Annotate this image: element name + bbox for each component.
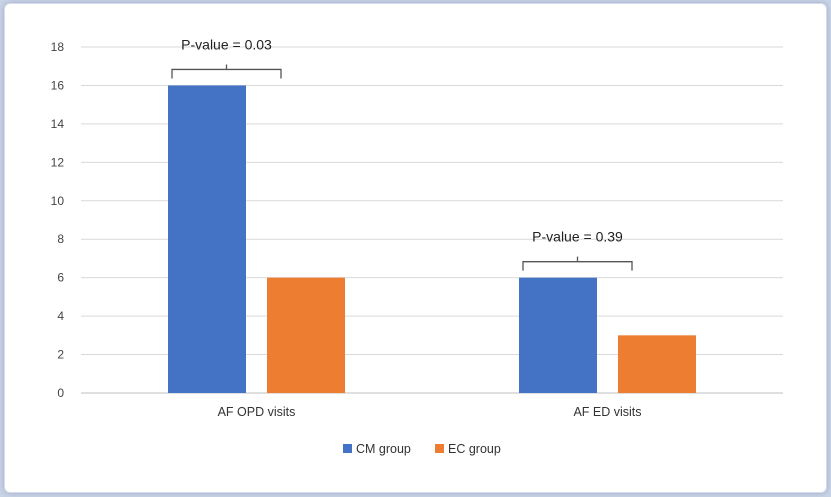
x-category-label: AF OPD visits xyxy=(218,405,296,419)
legend-swatch-1 xyxy=(435,444,444,453)
y-tick-label: 14 xyxy=(51,117,65,131)
bar-ec-group-1 xyxy=(618,335,696,393)
p-value-annotation: P-value = 0.03 xyxy=(181,36,272,52)
y-tick-label: 10 xyxy=(51,194,65,208)
chart-frame xyxy=(4,3,827,493)
x-category-label: AF ED visits xyxy=(573,405,641,419)
significance-bracket-0 xyxy=(171,64,282,79)
legend-swatch-0 xyxy=(343,444,352,453)
y-tick-label: 12 xyxy=(51,155,65,169)
y-tick-label: 0 xyxy=(57,386,64,400)
y-tick-label: 8 xyxy=(57,232,64,246)
legend-label: EC group xyxy=(448,442,501,456)
bar-cm-group-0 xyxy=(168,85,246,393)
significance-bracket-1 xyxy=(522,256,633,271)
legend-label: CM group xyxy=(356,442,411,456)
y-tick-label: 16 xyxy=(51,78,65,92)
y-tick-label: 18 xyxy=(51,40,65,54)
y-tick-label: 2 xyxy=(57,348,64,362)
y-tick-label: 6 xyxy=(57,271,64,285)
p-value-annotation: P-value = 0.39 xyxy=(532,229,623,245)
bar-ec-group-0 xyxy=(267,277,345,393)
bar-cm-group-1 xyxy=(519,277,597,393)
y-tick-label: 4 xyxy=(57,309,64,323)
